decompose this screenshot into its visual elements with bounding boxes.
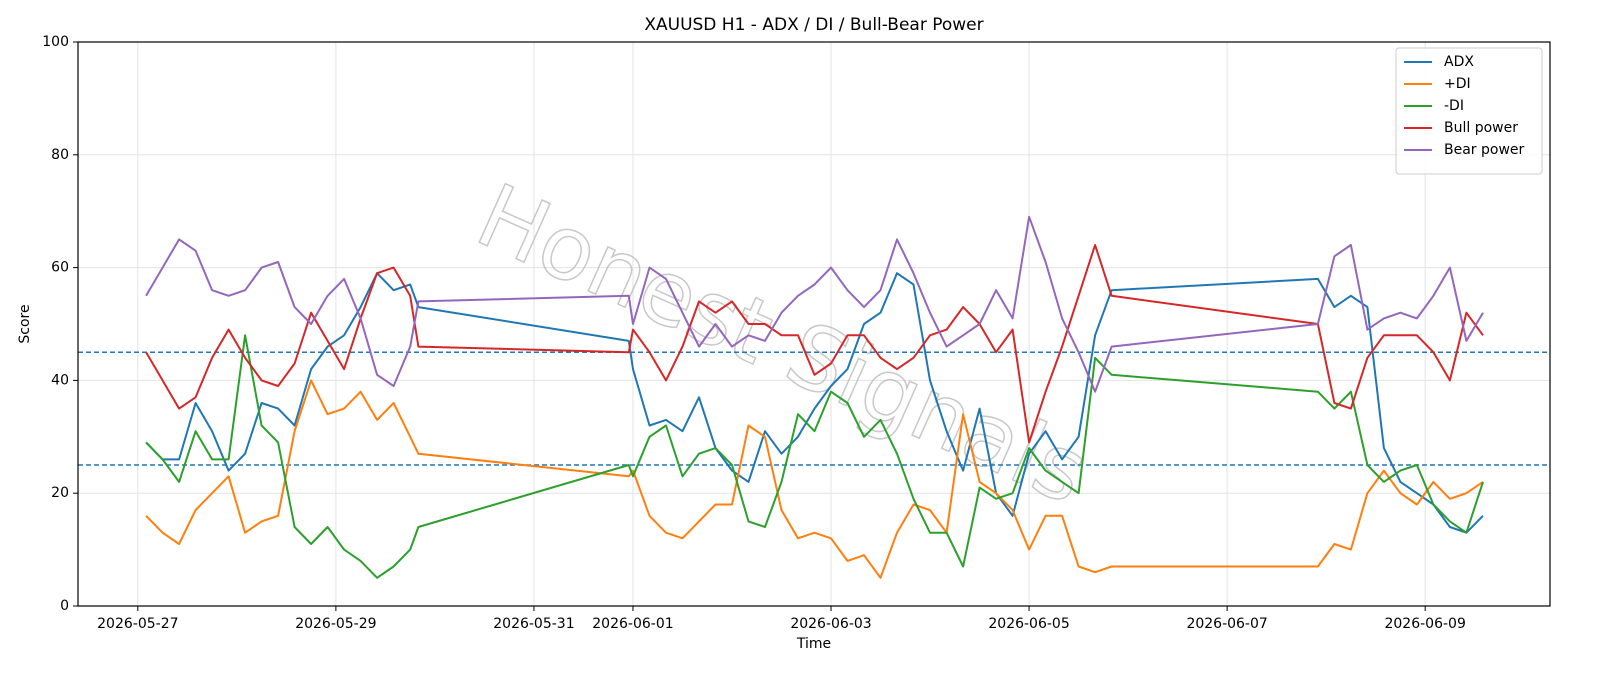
y-tick-label: 60 xyxy=(51,260,69,276)
chart-title: XAUUSD H1 - ADX / DI / Bull-Bear Power xyxy=(644,15,983,35)
legend-label: -DI xyxy=(1444,98,1464,114)
legend-label: +DI xyxy=(1444,76,1471,92)
y-tick-label: 40 xyxy=(51,372,69,388)
plot-frame xyxy=(77,41,1551,607)
x-tick-label: 2026-06-07 xyxy=(1186,616,1267,632)
y-tick-label: 20 xyxy=(51,485,69,501)
y-tick-label: 100 xyxy=(42,34,69,50)
legend: ADX +DI -DI Bull power Bear power xyxy=(1395,47,1543,175)
x-tick-label: 2026-05-31 xyxy=(493,616,574,632)
series-line xyxy=(145,334,1484,579)
y-tick-label: 80 xyxy=(51,147,69,163)
x-tick-label: 2026-06-03 xyxy=(790,616,871,632)
x-tick-label: 2026-06-01 xyxy=(592,616,673,632)
legend-label: Bull power xyxy=(1444,120,1518,136)
series-line xyxy=(145,379,1484,579)
y-axis-label: Score xyxy=(17,304,33,343)
legend-box xyxy=(1395,47,1543,175)
x-tick-label: 2026-05-29 xyxy=(295,616,376,632)
watermark: Honest Signals xyxy=(463,164,1103,524)
y-tick-label: 0 xyxy=(60,598,69,614)
legend-label: Bear power xyxy=(1444,142,1525,158)
legend-label: ADX xyxy=(1444,54,1474,70)
series-line xyxy=(145,215,1484,393)
x-tick-label: 2026-06-05 xyxy=(988,616,1069,632)
x-tick-label: 2026-05-27 xyxy=(97,616,178,632)
x-tick-label: 2026-06-09 xyxy=(1384,616,1465,632)
x-axis-label: Time xyxy=(796,636,831,652)
